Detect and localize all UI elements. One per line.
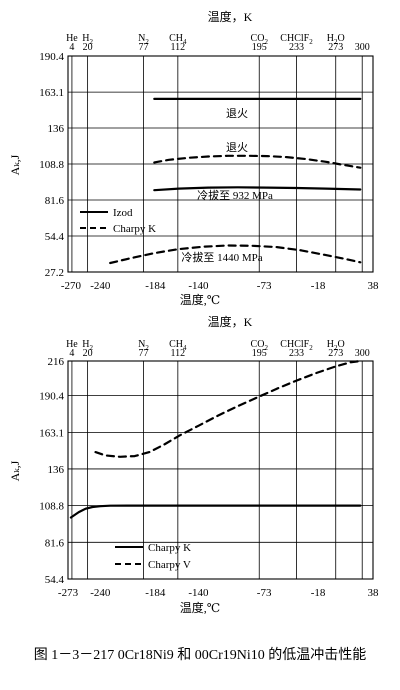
top-kelvin-label: 233 — [289, 42, 304, 53]
top-kelvin-label: 112 — [171, 348, 186, 359]
top-substance-label: H2 — [82, 33, 93, 46]
y-tick-label: 163.1 — [39, 87, 64, 99]
series-line-3 — [153, 186, 362, 192]
top-kelvin-label: 300 — [355, 348, 370, 359]
legend-label: Charpy K — [148, 542, 191, 554]
x-tick-label: -18 — [311, 280, 326, 292]
y-axis-label: Aₖ,J — [8, 460, 22, 481]
y-tick-label: 108.8 — [39, 159, 64, 171]
top-substance-label: CO2 — [251, 33, 269, 46]
top-kelvin-label: 20 — [83, 348, 93, 359]
top-substance-label: CH4 — [169, 33, 187, 46]
x-tick-label: -140 — [188, 280, 209, 292]
top-kelvin-label: 195 — [252, 42, 267, 53]
top-kelvin-label: 77 — [139, 348, 149, 359]
y-tick-label: 108.8 — [39, 501, 64, 513]
y-tick-label: 190.4 — [39, 391, 64, 403]
top-substance-label: CH4 — [169, 339, 187, 352]
top-substance-label: He — [66, 339, 78, 350]
top-kelvin-label: 195 — [252, 348, 267, 359]
chart-1: 27.2 54.4 81.6 108.8 136 163.1 190.4 -270 -240 -1… — [8, 9, 379, 307]
top-kelvin-label: 273 — [328, 348, 343, 359]
top-substance-label: H2 — [82, 339, 93, 352]
x-tick-label: 38 — [368, 280, 380, 292]
top-substance-label: CHClF2 — [280, 339, 313, 352]
legend-label: Charpy K — [113, 223, 156, 235]
top-substance-label: H2O — [327, 339, 345, 352]
chart-2: 54.4 81.6 108.8 136 163.1 190.4 216 -273 -240 -18… — [8, 314, 379, 615]
top-kelvin-label: 77 — [139, 42, 149, 53]
series-line-2 — [94, 359, 362, 458]
top-axis-title: 温度，K — [208, 314, 253, 329]
figure-caption: 图 1－3－217 0Cr18Ni9 和 00Cr19Ni10 的低温冲击性能 — [33, 648, 367, 663]
y-tick-label: 54.4 — [45, 574, 65, 586]
top-kelvin-label: 4 — [69, 42, 74, 53]
x-tick-label: -270 — [61, 280, 82, 292]
top-substance-label: N2 — [138, 339, 149, 352]
legend: Charpy K Charpy V — [115, 542, 191, 571]
y-axis-label: Aₖ,J — [8, 154, 22, 175]
curve-annotation: 冷拔至 932 MPa — [197, 188, 273, 202]
x-tick-label: 38 — [368, 587, 380, 599]
y-tick-label: 136 — [48, 123, 65, 135]
curve-annotation: 退火 — [226, 107, 248, 120]
top-kelvin-label: 20 — [83, 42, 93, 53]
curve-annotation: 冷拔至 1440 MPa — [181, 250, 262, 264]
top-kelvin-label: 233 — [289, 348, 304, 359]
plot-frame — [67, 360, 374, 580]
x-tick-label: -140 — [188, 587, 209, 599]
top-kelvin-label: 300 — [355, 42, 370, 53]
y-tick-label: 27.2 — [45, 267, 64, 279]
series-line-2 — [153, 154, 362, 169]
top-substance-label: H2O — [327, 33, 345, 46]
x-tick-label: -240 — [90, 587, 111, 599]
y-tick-label: 81.6 — [45, 195, 65, 207]
x-tick-label: -184 — [145, 280, 166, 292]
x-tick-label: -240 — [90, 280, 111, 292]
top-kelvin-label: 112 — [171, 42, 186, 53]
top-kelvin-label: 273 — [328, 42, 343, 53]
legend-label: Izod — [113, 207, 133, 219]
legend-label: Charpy V — [148, 559, 191, 571]
top-substance-label: CO2 — [251, 339, 269, 352]
y-tick-label: 190.4 — [39, 51, 64, 63]
top-substance-label: He — [66, 33, 78, 44]
x-tick-label: -184 — [145, 587, 166, 599]
x-tick-label: -273 — [58, 587, 79, 599]
series-line-4 — [109, 244, 362, 265]
legend: Izod Charpy K — [80, 207, 156, 235]
x-tick-label: -73 — [257, 280, 272, 292]
top-substance-label: N2 — [138, 33, 149, 46]
y-tick-label: 81.6 — [45, 537, 65, 549]
x-axis-label: 温度,℃ — [180, 600, 220, 615]
y-tick-label: 216 — [48, 356, 65, 368]
x-tick-label: -73 — [257, 587, 272, 599]
top-substance-label: CHClF2 — [280, 33, 313, 46]
y-tick-label: 54.4 — [45, 231, 65, 243]
y-tick-label: 136 — [48, 464, 65, 476]
x-axis-label: 温度,℃ — [180, 292, 220, 307]
series-line-1 — [69, 504, 362, 519]
y-tick-label: 163.1 — [39, 427, 64, 439]
top-kelvin-label: 4 — [69, 348, 74, 359]
x-tick-label: -18 — [311, 587, 326, 599]
curve-annotation: 退火 — [226, 141, 248, 154]
top-axis-title: 温度，K — [208, 9, 253, 24]
